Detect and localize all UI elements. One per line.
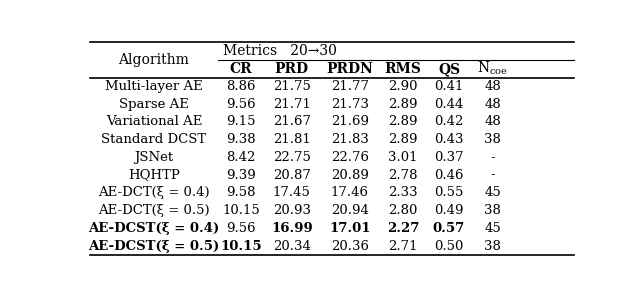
- Text: 21.81: 21.81: [273, 133, 310, 146]
- Text: 17.45: 17.45: [273, 186, 311, 199]
- Text: 0.46: 0.46: [435, 168, 464, 182]
- Text: 21.69: 21.69: [331, 115, 369, 128]
- Text: 16.99: 16.99: [271, 222, 313, 235]
- Text: -: -: [490, 151, 495, 164]
- Text: 48: 48: [484, 80, 501, 93]
- Text: 0.43: 0.43: [435, 133, 464, 146]
- Text: Metrics   20→30: Metrics 20→30: [223, 44, 337, 58]
- Text: 20.87: 20.87: [273, 168, 311, 182]
- Text: 48: 48: [484, 98, 501, 111]
- Text: 38: 38: [484, 240, 501, 253]
- Text: 38: 38: [484, 133, 501, 146]
- Text: N$_{\mathregular{coe}}$: N$_{\mathregular{coe}}$: [477, 60, 508, 77]
- Text: 20.93: 20.93: [273, 204, 311, 217]
- Text: Algorithm: Algorithm: [118, 53, 189, 67]
- Text: JSNet: JSNet: [134, 151, 173, 164]
- Text: AE-DCST(ξ = 0.4): AE-DCST(ξ = 0.4): [88, 222, 220, 235]
- Text: 2.33: 2.33: [388, 186, 418, 199]
- Text: CR: CR: [230, 62, 252, 76]
- Text: Variational AE: Variational AE: [106, 115, 202, 128]
- Text: 22.76: 22.76: [331, 151, 369, 164]
- Text: 0.44: 0.44: [435, 98, 464, 111]
- Text: 8.42: 8.42: [227, 151, 256, 164]
- Text: 2.80: 2.80: [388, 204, 418, 217]
- Text: 0.41: 0.41: [435, 80, 464, 93]
- Text: 21.67: 21.67: [273, 115, 311, 128]
- Text: 10.15: 10.15: [220, 240, 262, 253]
- Text: 48: 48: [484, 115, 501, 128]
- Text: 21.77: 21.77: [331, 80, 369, 93]
- Text: 9.58: 9.58: [227, 186, 256, 199]
- Text: 17.46: 17.46: [331, 186, 369, 199]
- Text: 0.57: 0.57: [433, 222, 465, 235]
- Text: 9.56: 9.56: [226, 98, 256, 111]
- Text: 20.36: 20.36: [331, 240, 369, 253]
- Text: AE-DCST(ξ = 0.5): AE-DCST(ξ = 0.5): [88, 240, 220, 253]
- Text: 20.94: 20.94: [331, 204, 369, 217]
- Text: Standard DCST: Standard DCST: [101, 133, 207, 146]
- Text: 3.01: 3.01: [388, 151, 418, 164]
- Text: 2.27: 2.27: [387, 222, 419, 235]
- Text: 2.89: 2.89: [388, 133, 418, 146]
- Text: 22.75: 22.75: [273, 151, 311, 164]
- Text: -: -: [490, 168, 495, 182]
- Text: 20.34: 20.34: [273, 240, 311, 253]
- Text: 20.89: 20.89: [331, 168, 369, 182]
- Text: 8.86: 8.86: [227, 80, 256, 93]
- Text: RMS: RMS: [385, 62, 422, 76]
- Text: 2.71: 2.71: [388, 240, 418, 253]
- Text: Multi-layer AE: Multi-layer AE: [105, 80, 203, 93]
- Text: 9.56: 9.56: [226, 222, 256, 235]
- Text: 9.38: 9.38: [226, 133, 256, 146]
- Text: 21.75: 21.75: [273, 80, 311, 93]
- Text: 9.15: 9.15: [227, 115, 256, 128]
- Text: 10.15: 10.15: [222, 204, 260, 217]
- Text: 0.50: 0.50: [435, 240, 464, 253]
- Text: 0.55: 0.55: [435, 186, 464, 199]
- Text: 0.37: 0.37: [434, 151, 464, 164]
- Text: AE-DCT(ξ = 0.4): AE-DCT(ξ = 0.4): [98, 186, 210, 199]
- Text: Sparse AE: Sparse AE: [119, 98, 189, 111]
- Text: 45: 45: [484, 222, 501, 235]
- Text: 0.42: 0.42: [435, 115, 464, 128]
- Text: 21.83: 21.83: [331, 133, 369, 146]
- Text: 17.01: 17.01: [329, 222, 371, 235]
- Text: 9.39: 9.39: [226, 168, 256, 182]
- Text: PRD: PRD: [275, 62, 309, 76]
- Text: PRDN: PRDN: [326, 62, 373, 76]
- Text: HQHTP: HQHTP: [128, 168, 180, 182]
- Text: 2.89: 2.89: [388, 115, 418, 128]
- Text: 2.90: 2.90: [388, 80, 418, 93]
- Text: 45: 45: [484, 186, 501, 199]
- Text: 0.49: 0.49: [435, 204, 464, 217]
- Text: 21.73: 21.73: [331, 98, 369, 111]
- Text: QS: QS: [438, 62, 460, 76]
- Text: 2.78: 2.78: [388, 168, 418, 182]
- Text: AE-DCT(ξ = 0.5): AE-DCT(ξ = 0.5): [98, 204, 210, 217]
- Text: 21.71: 21.71: [273, 98, 311, 111]
- Text: 2.89: 2.89: [388, 98, 418, 111]
- Text: 38: 38: [484, 204, 501, 217]
